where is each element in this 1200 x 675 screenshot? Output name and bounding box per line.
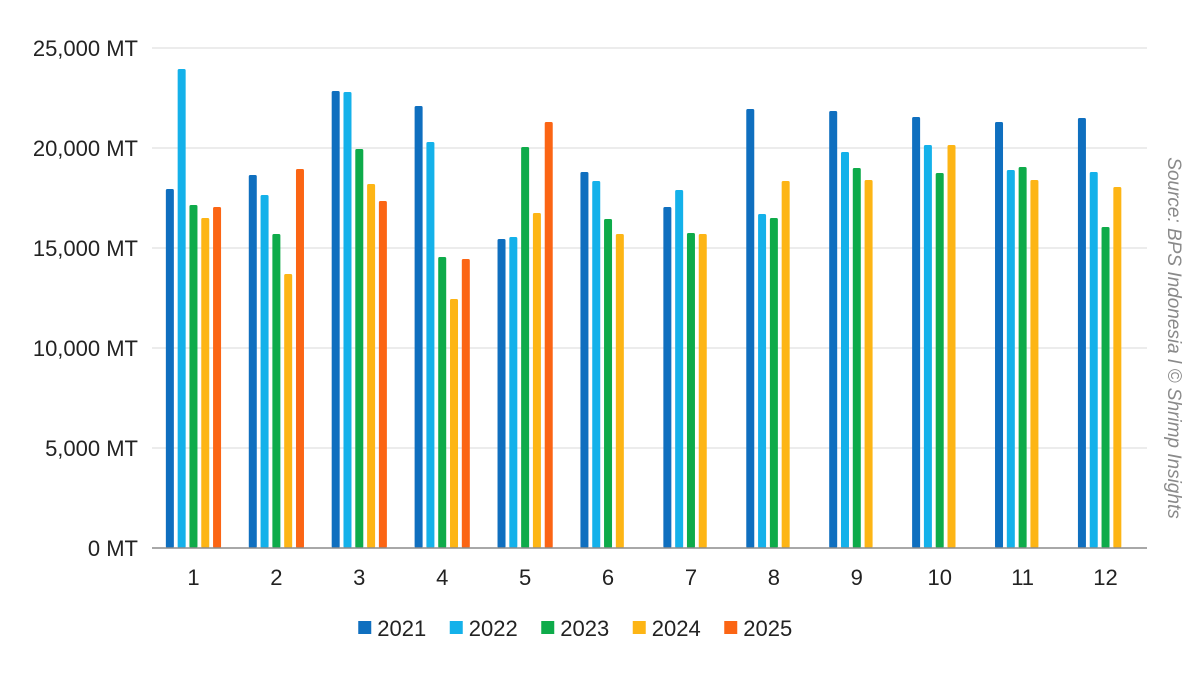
legend-item-2023: 2023 [541,616,609,641]
bar-2023-10 [935,173,944,548]
bar-2025-3 [378,201,387,548]
y-tick-label: 25,000 MT [33,36,138,61]
x-axis-ticks: 1 2 3 4 5 6 7 8 9 10 11 12 [187,565,1117,590]
bar-2021-4 [414,106,423,548]
bar-2024-3 [367,184,376,548]
bar-2024-10 [947,145,956,548]
bar-2022-7 [675,190,684,548]
bar-2021-2 [248,175,257,548]
bar-2022-10 [923,145,932,548]
legend-item-2022: 2022 [449,616,518,641]
bar-2021-10 [912,117,921,548]
gridlines [152,47,1147,449]
bar-2025-1 [213,207,222,548]
y-tick-label: 15,000 MT [33,236,138,261]
bar-2024-9 [864,180,873,548]
legend-swatch [632,621,646,634]
bar-2022-5 [509,237,518,548]
bar-2024-6 [615,234,624,548]
bar-2024-7 [698,234,707,548]
bar-2022-11 [1006,170,1015,548]
bar-2022-6 [592,181,601,548]
bar-2024-8 [781,181,790,548]
legend-swatch [358,621,372,634]
bar-2021-6 [580,172,589,548]
y-tick-label: 20,000 MT [33,136,138,161]
legend-label: 2025 [743,616,792,641]
x-tick-label: 7 [685,565,697,590]
bar-2022-3 [343,92,352,548]
bar-2024-11 [1030,180,1039,548]
bar-2021-8 [746,109,755,548]
legend-item-2021: 2021 [358,616,426,641]
bar-2021-11 [995,122,1004,548]
bar-2023-12 [1101,227,1110,548]
bar-2023-2 [272,234,281,548]
x-tick-label: 1 [187,565,199,590]
bar-2021-9 [829,111,838,548]
bar-2024-4 [450,299,459,548]
x-tick-label: 9 [851,565,863,590]
legend-swatch [541,621,555,634]
bar-2021-12 [1077,118,1086,548]
bars [165,69,1122,548]
bar-2024-5 [532,213,541,548]
bar-2022-9 [840,152,849,548]
legend-item-2024: 2024 [632,616,701,641]
bar-2025-5 [544,122,553,548]
legend-item-2025: 2025 [724,616,792,641]
bar-2021-5 [497,239,506,548]
x-tick-label: 4 [436,565,448,590]
bar-2025-2 [295,169,304,548]
bar-2021-7 [663,207,672,548]
x-tick-label: 10 [927,565,951,590]
bar-2023-11 [1018,167,1027,548]
bar-2023-6 [604,219,613,548]
bar-2024-1 [201,218,210,548]
legend-swatch [724,621,738,634]
x-tick-label: 6 [602,565,614,590]
y-tick-label: 0 MT [88,536,138,561]
source-note: Source: BPS Indonesia l © Shrimp Insight… [1163,157,1184,519]
bar-2023-4 [438,257,447,548]
legend-label: 2024 [652,616,701,641]
legend: 2021 2022 2023 2024 2025 [358,616,792,641]
bar-2024-12 [1113,187,1122,548]
x-tick-label: 3 [353,565,365,590]
bar-2023-9 [852,168,861,548]
bar-2024-2 [284,274,293,548]
bar-2022-12 [1089,172,1098,548]
legend-label: 2023 [560,616,609,641]
bar-2023-1 [189,205,198,548]
bar-2025-4 [461,259,470,548]
y-tick-label: 5,000 MT [45,436,138,461]
y-tick-label: 10,000 MT [33,336,138,361]
x-tick-label: 8 [768,565,780,590]
bar-2023-8 [769,218,778,548]
x-tick-label: 5 [519,565,531,590]
y-axis-ticks: 0 MT 5,000 MT 10,000 MT 15,000 MT 20,000 MT 2… [33,36,138,561]
bar-2023-7 [686,233,695,548]
bar-2021-1 [165,189,174,548]
bar-2022-8 [758,214,767,548]
legend-swatch [449,621,463,634]
bar-2021-3 [331,91,340,548]
x-tick-label: 11 [1011,565,1034,590]
bar-2022-4 [426,142,435,548]
bar-2022-2 [260,195,269,548]
x-tick-label: 12 [1093,565,1117,590]
legend-label: 2021 [377,616,426,641]
x-tick-label: 2 [270,565,282,590]
bar-2023-5 [521,147,530,548]
bar-2022-1 [177,69,186,548]
bar-2023-3 [355,149,364,548]
legend-label: 2022 [469,616,518,641]
